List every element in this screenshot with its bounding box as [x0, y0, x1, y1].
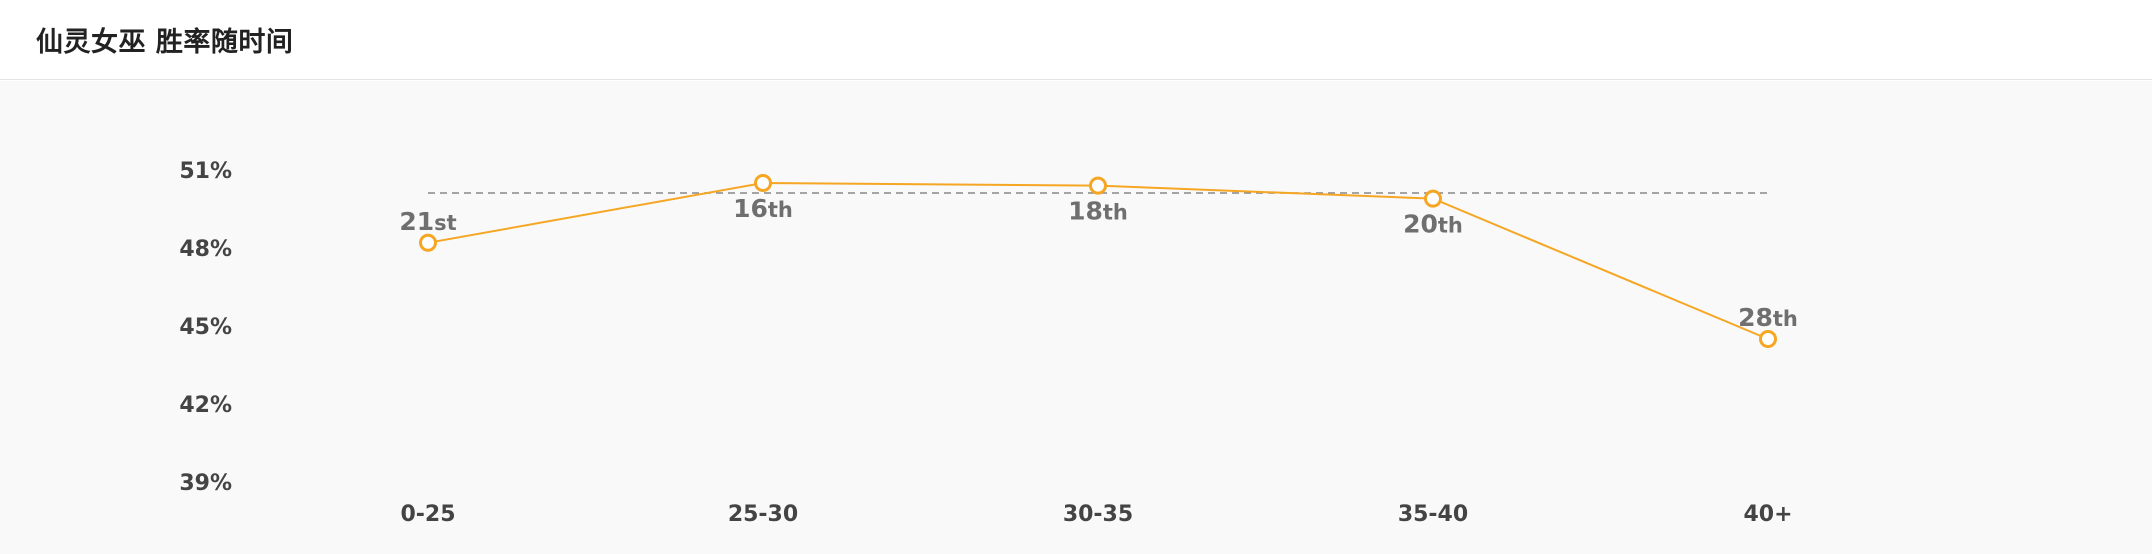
rank-number: 16 — [733, 194, 768, 223]
data-point[interactable] — [1759, 330, 1777, 348]
rank-number: 21 — [399, 207, 434, 236]
y-tick-label: 42% — [179, 393, 232, 418]
data-point[interactable] — [1424, 189, 1442, 208]
card-title: 仙灵女巫 胜率随时间 — [36, 27, 294, 58]
x-axis: 0-25 25-30 30-35 35-40 40+ — [400, 502, 1792, 527]
rank-suffix: th — [1773, 307, 1798, 331]
chart-area — [0, 81, 2152, 554]
rank-label: 18th — [1068, 197, 1128, 226]
y-tick-label: 51% — [179, 159, 232, 184]
x-tick-label: 30-35 — [1063, 502, 1133, 527]
data-point[interactable] — [754, 174, 772, 192]
rank-label: 21st — [399, 207, 456, 236]
rank-number: 20 — [1403, 210, 1438, 239]
data-point[interactable] — [419, 233, 437, 252]
data-point[interactable] — [1089, 176, 1107, 195]
x-tick-label: 0-25 — [400, 502, 455, 527]
x-tick-label: 40+ — [1743, 502, 1792, 527]
rank-suffix: st — [434, 211, 457, 235]
y-tick-label: 48% — [179, 237, 232, 262]
rank-label: 28th — [1738, 303, 1798, 332]
y-axis: 51% 48% 45% 42% 39% — [179, 159, 232, 496]
rank-number: 28 — [1738, 303, 1773, 332]
rank-suffix: th — [1103, 201, 1128, 225]
rank-label: 16th — [733, 194, 793, 223]
rank-number: 18 — [1068, 197, 1103, 226]
y-tick-label: 45% — [179, 315, 232, 340]
rank-label: 20th — [1403, 210, 1463, 239]
series-group — [419, 174, 1777, 348]
rank-suffix: th — [768, 198, 793, 222]
x-tick-label: 35-40 — [1398, 502, 1468, 527]
card-header: 仙灵女巫 胜率随时间 — [0, 0, 2152, 80]
y-tick-label: 39% — [179, 471, 232, 496]
x-tick-label: 25-30 — [728, 502, 798, 527]
rank-suffix: th — [1438, 214, 1463, 238]
